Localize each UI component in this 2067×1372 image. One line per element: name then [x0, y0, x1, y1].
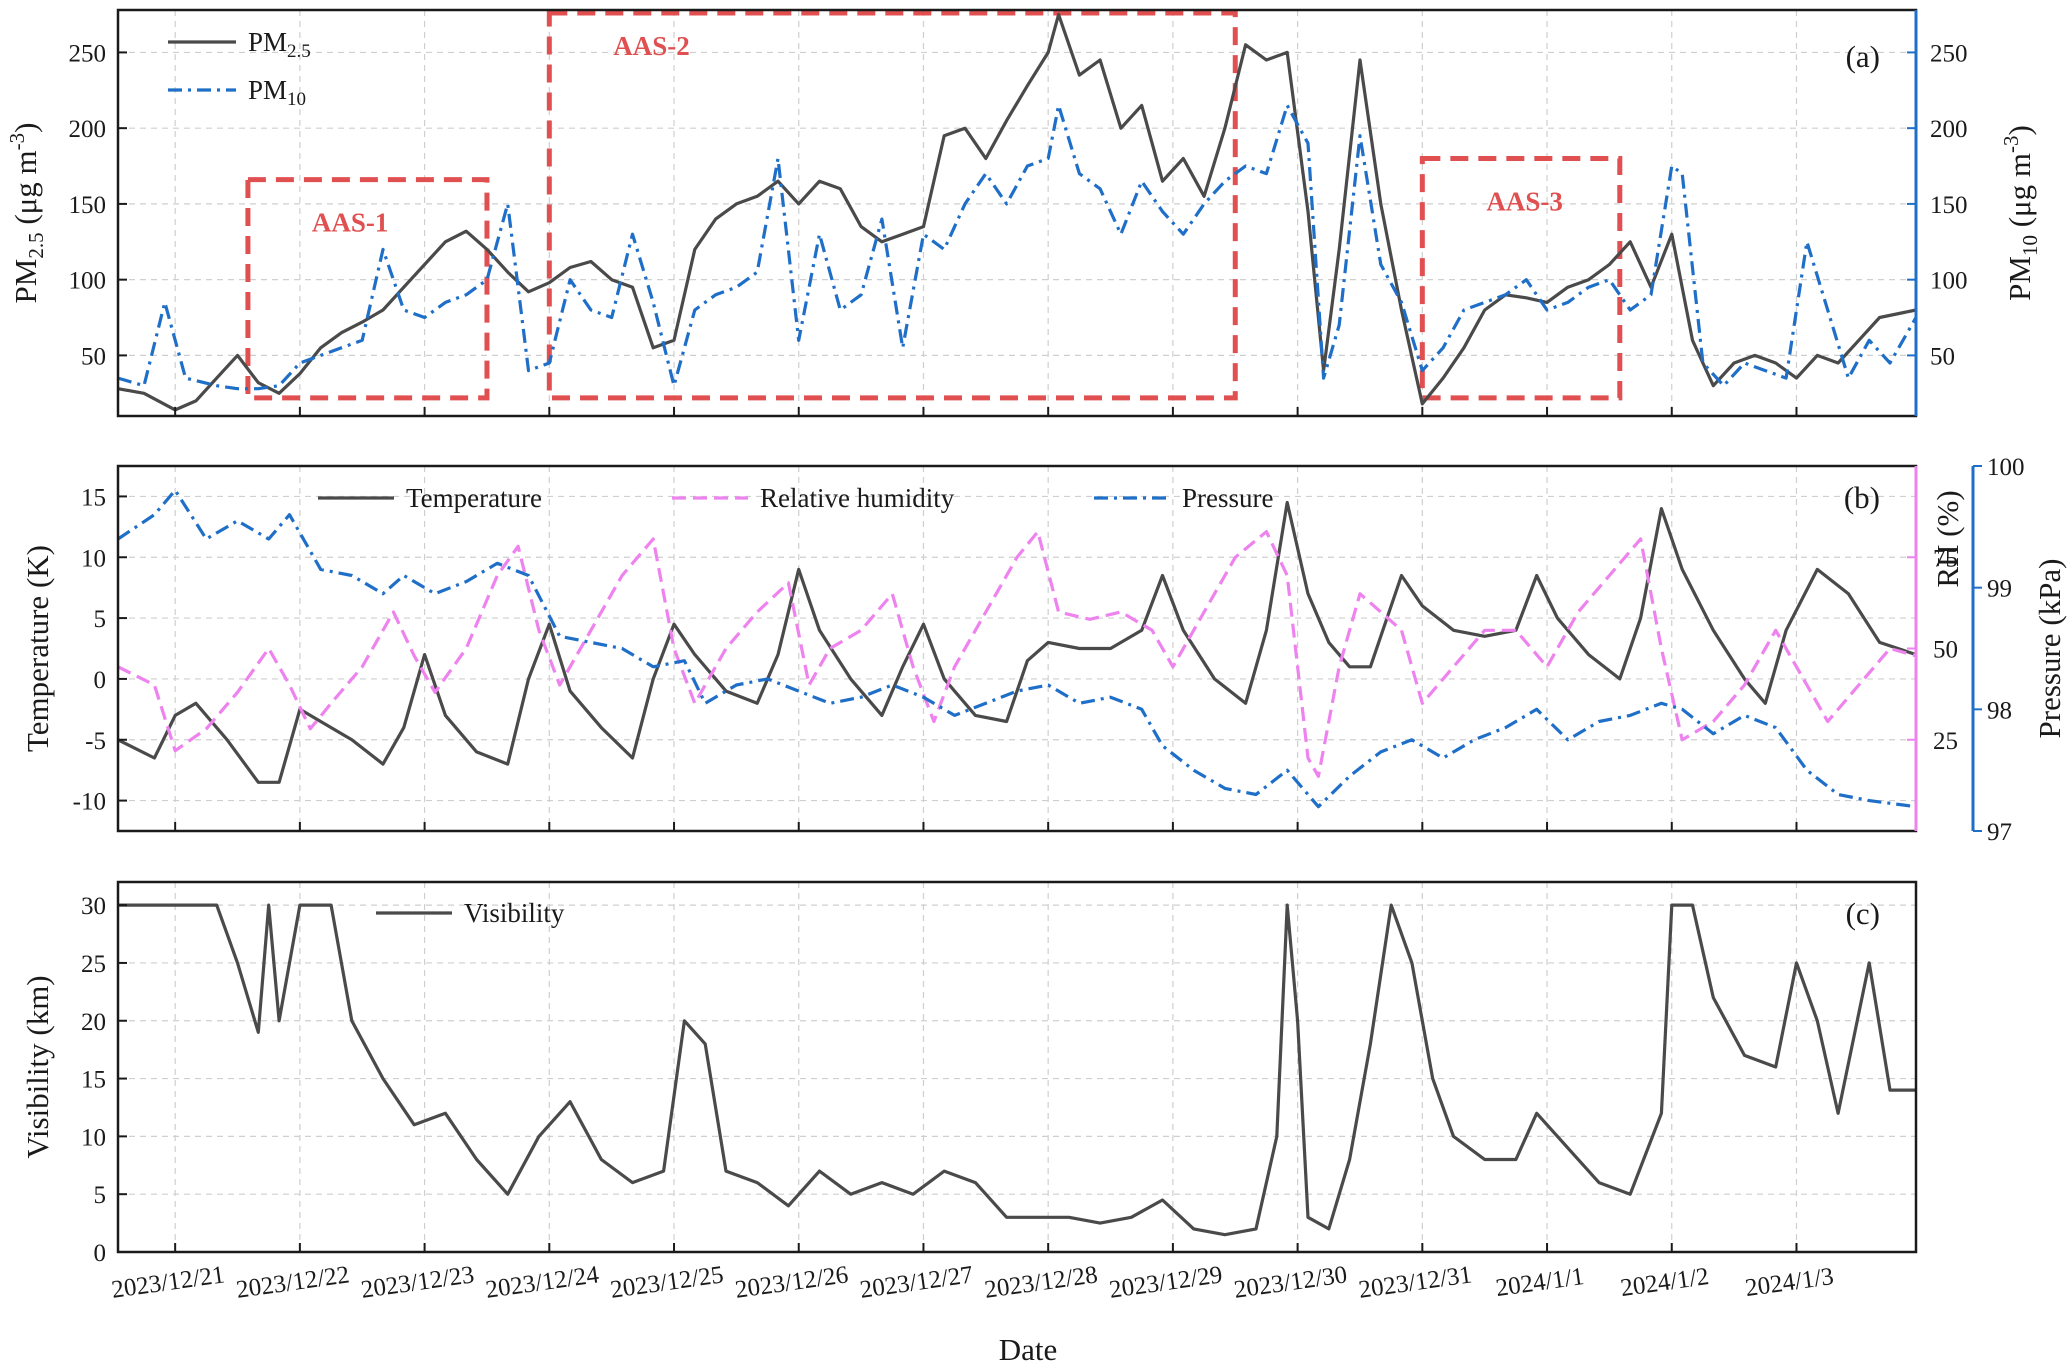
annotation-label-1: AAS-1: [312, 208, 389, 238]
x-tick-label-2: 2023/12/23: [359, 1261, 476, 1304]
x-tick-label-0: 2023/12/21: [110, 1261, 227, 1304]
y-a-left-tick-label-3: 200: [69, 116, 107, 143]
y-c-visibility-tick-label-5: 25: [81, 951, 106, 978]
y-a-right-tick-label-0: 50: [1930, 343, 1955, 370]
series-c-visibility-line: [118, 903, 1916, 1237]
series-b-relative-humidity-line: [117, 530, 1917, 778]
x-axis-date-labels: 2023/12/21 2023/12/22 2023/12/23 2023/12/24…: [110, 1261, 1835, 1304]
legend-a-label-1: PM10: [248, 75, 306, 110]
legend-b-label-1: Relative humidity: [760, 483, 955, 513]
y-axis-b-rh-title: RH (%): [1930, 490, 1965, 587]
legend-b-label-2: Pressure: [1182, 483, 1273, 513]
y-c-visibility-tick-label-0: 0: [94, 1240, 107, 1267]
y-a-left-tick-label-0: 50: [81, 343, 106, 370]
y-b-pressure-tick-label-0: 97: [1987, 819, 2012, 846]
y-b-temperature-tick-label-2: 0: [94, 667, 107, 694]
y-c-visibility-tick-label-2: 10: [81, 1124, 106, 1151]
x-tick-label-6: 2023/12/27: [858, 1261, 975, 1304]
y-b-rh-tick-label-0: 25: [1933, 728, 1958, 755]
y-b-temperature-tick-label-0: -10: [73, 789, 106, 816]
x-tick-label-12: 2024/1/2: [1619, 1263, 1711, 1302]
y-a-right-tick-label-3: 200: [1930, 116, 1968, 143]
x-tick-label-10: 2023/12/31: [1357, 1261, 1474, 1304]
legend-b-label-0: Temperature: [406, 483, 542, 513]
y-b-temperature-tick-label-3: 5: [94, 606, 107, 633]
y-c-visibility-tick-label-1: 5: [94, 1182, 107, 1209]
x-tick-label-1: 2023/12/22: [235, 1261, 352, 1304]
legend-c-label-0: Visibility: [464, 898, 565, 928]
y-axis-c-visibility-title: Visibility (km): [20, 975, 55, 1158]
series-a-pm25-line: [117, 12, 1917, 412]
x-tick-label-9: 2023/12/30: [1232, 1261, 1349, 1304]
y-a-left-tick-label-1: 100: [69, 268, 107, 295]
panel-a-label: (a): [1846, 39, 1880, 74]
panel-b-label: (b): [1844, 480, 1880, 515]
y-b-rh-tick-label-1: 50: [1933, 637, 1958, 664]
y-a-left-tick-label-4: 250: [69, 40, 107, 67]
y-axis-b-temperature-title: Temperature (K): [20, 545, 55, 752]
y-a-right-tick-label-1: 100: [1930, 268, 1968, 295]
x-tick-label-11: 2024/1/1: [1494, 1263, 1586, 1302]
x-tick-label-7: 2023/12/28: [983, 1261, 1100, 1304]
y-axis-b-pressure-title: Pressure (kPa): [2032, 559, 2067, 739]
panel-b-chart: -10 -5 0 5 10 15 25 50 75 97 98 99 100 Temperature (K…: [20, 454, 2067, 846]
y-b-pressure-tick-label-1: 98: [1987, 697, 2012, 724]
y-a-left-tick-label-2: 150: [69, 192, 107, 219]
y-c-visibility-tick-label-3: 15: [81, 1067, 106, 1094]
x-tick-label-8: 2023/12/29: [1108, 1261, 1225, 1304]
y-b-pressure-tick-label-2: 99: [1987, 576, 2012, 603]
y-a-right-tick-label-4: 250: [1930, 40, 1968, 67]
y-b-temperature-tick-label-1: -5: [85, 728, 106, 755]
x-tick-label-3: 2023/12/24: [484, 1261, 601, 1304]
legend-a-label-0: PM2.5: [248, 27, 311, 62]
y-b-pressure-tick-label-3: 100: [1987, 454, 2025, 481]
y-b-temperature-tick-label-5: 15: [81, 484, 106, 511]
y-a-right-tick-label-2: 150: [1930, 192, 1968, 219]
x-axis-title: Date: [999, 1332, 1058, 1367]
panel-c-chart: 0 5 10 15 20 25 30 Visibility (km) Visibility (c): [20, 880, 1918, 1267]
annotation-box-2: [546, 10, 1238, 401]
panel-b-frame: [116, 464, 1918, 833]
y-axis-a-left-title: PM2.5 (μg m-3): [5, 123, 48, 304]
y-b-temperature-tick-label-4: 10: [81, 545, 106, 572]
y-b-rh-tick-label-2: 75: [1933, 545, 1958, 572]
y-c-visibility-tick-label-4: 20: [81, 1009, 106, 1036]
y-axis-a-right-title: PM10 (μg m-3): [1999, 125, 2042, 301]
series-b-temperature-line: [117, 500, 1917, 784]
x-tick-label-4: 2023/12/25: [609, 1261, 726, 1304]
series-a-pm10-line: [117, 103, 1918, 391]
y-c-visibility-tick-label-6: 30: [81, 893, 106, 920]
x-tick-label-5: 2023/12/26: [733, 1261, 850, 1304]
annotation-label-2: AAS-2: [613, 31, 690, 61]
panel-c-frame: [116, 880, 1918, 1254]
annotation-box-3: [1419, 155, 1623, 401]
series-b-pressure-line: [117, 488, 1917, 809]
panel-c-label: (c): [1846, 896, 1880, 931]
annotation-label-3: AAS-3: [1486, 186, 1563, 216]
x-tick-label-13: 2024/1/3: [1744, 1263, 1836, 1302]
panel-a-chart: AAS-1 AAS-2 AAS-3 50 100 150 200 250 50 100 150 200…: [5, 8, 2042, 418]
annotation-box-1: [245, 177, 490, 401]
